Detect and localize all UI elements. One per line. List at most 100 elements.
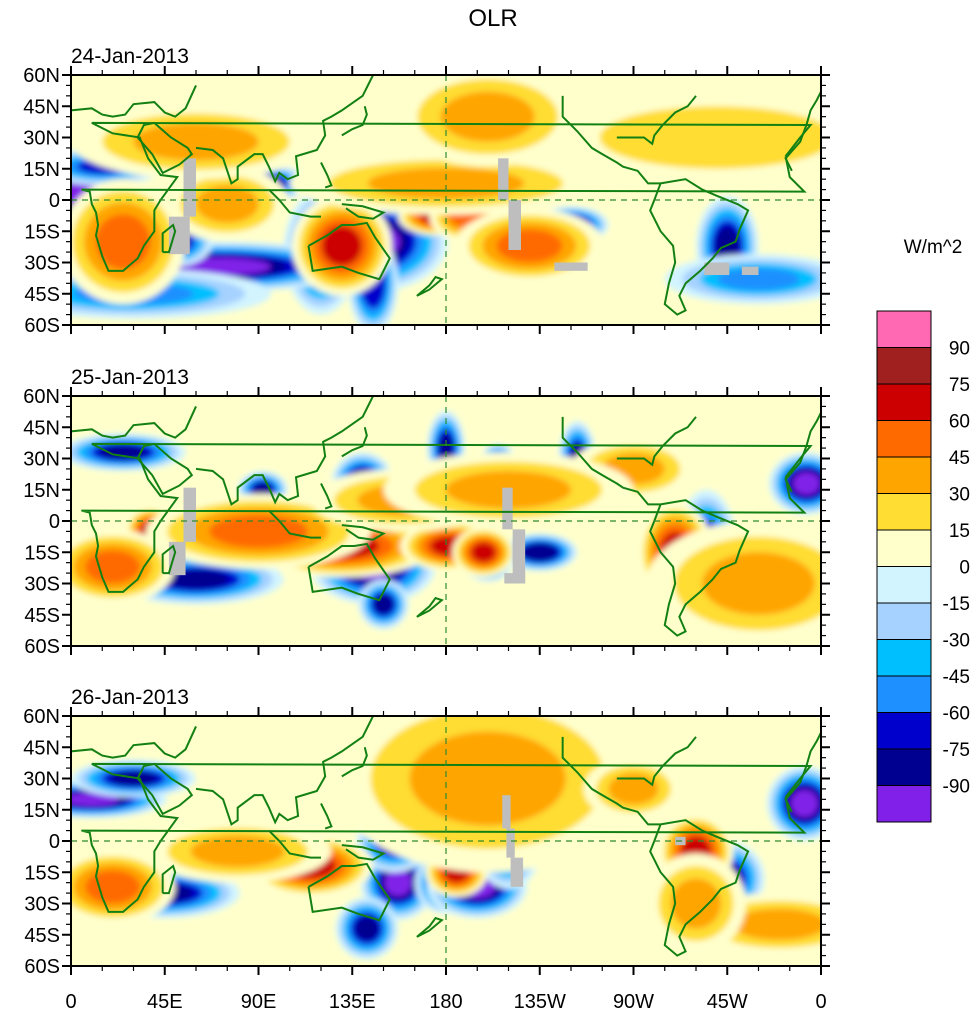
missing-data-region [498, 158, 509, 200]
colorbar-box [876, 785, 932, 823]
coastline [136, 442, 194, 496]
olr-anomaly-cell [438, 434, 454, 463]
y-tick-label: 45S [24, 284, 60, 306]
olr-anomaly-cell [85, 870, 141, 904]
coastline [161, 544, 177, 575]
coastline [195, 716, 374, 826]
panel-1-date-label: 24-Jan-2013 [71, 45, 189, 68]
colorbar-tick-label: 15 [949, 521, 970, 542]
missing-data-region [704, 262, 730, 275]
y-tick-label: 15S [24, 221, 60, 243]
y-tick-label: 45N [23, 737, 60, 759]
coastline [341, 747, 368, 778]
coastline [561, 416, 661, 506]
missing-data-region [504, 573, 526, 584]
y-tick-label: 15N [23, 159, 60, 181]
missing-data-region [741, 266, 759, 275]
coastline [195, 396, 374, 506]
missing-data-region [168, 216, 190, 255]
coastline [161, 864, 177, 895]
coastline [341, 427, 368, 458]
coastline [81, 762, 813, 913]
x-tick-label: 90E [241, 991, 277, 1013]
colorbar-box [876, 310, 932, 348]
y-tick-label: 60N [23, 706, 60, 728]
coastline [616, 736, 697, 787]
colorbar-boxes [876, 310, 932, 823]
coastline [71, 726, 197, 759]
olr-anomaly-cell [702, 552, 815, 615]
colorbar-tick-label: 60 [949, 412, 970, 433]
coastline [268, 509, 321, 539]
colorbar-box [876, 529, 932, 567]
colorbar: W/m^2 90 75 60 45 30 15 0 -15 -30 -45 -60 -75 -90 [876, 237, 970, 823]
colorbar-box [876, 675, 932, 713]
olr-anomaly-cell [599, 106, 821, 169]
panel-3-map [71, 716, 821, 966]
y-tick-label: 60S [24, 636, 60, 658]
missing-data-region [512, 529, 526, 584]
y-tick-label: 15N [23, 480, 60, 502]
x-axis-tick-labels: 0 45E 90E 135E 180 135W 90W 45W 0 [65, 991, 826, 1013]
panel-1-axes: 60N 45N 30N 15N 0 15S 30S 45S 60S [23, 65, 830, 337]
missing-data-region [183, 158, 196, 217]
coastline [784, 91, 821, 172]
colorbar-box [876, 566, 932, 604]
coastline [649, 499, 750, 637]
coastline [307, 221, 391, 281]
coastline [71, 406, 197, 439]
colorbar-box [876, 456, 932, 494]
y-tick-label: 30N [23, 128, 60, 150]
missing-data-region [183, 487, 196, 542]
y-tick-label: 0 [49, 190, 60, 212]
y-tick-label: 30S [24, 574, 60, 596]
olr-anomaly-cell [790, 790, 818, 817]
coastline [268, 188, 321, 218]
panel-2-map [71, 396, 821, 646]
colorbar-tick-label: -45 [943, 667, 970, 688]
y-tick-label: 60N [23, 65, 60, 87]
olr-anomaly-cell [321, 225, 362, 266]
x-tick-label: 0 [815, 991, 826, 1013]
coastline [81, 442, 813, 593]
colorbar-box [876, 748, 932, 786]
missing-data-region [502, 487, 513, 530]
olr-anomaly-cell [374, 594, 393, 614]
missing-data-region [168, 541, 186, 576]
coastline [341, 203, 386, 220]
coastline [307, 862, 391, 922]
colorbar-tick-label: -30 [943, 631, 970, 652]
colorbar-box [876, 347, 932, 385]
olr-anomaly-cell [99, 445, 147, 460]
panel-3-date-label: 26-Jan-2013 [71, 686, 189, 709]
coastline [320, 803, 333, 830]
coastline [136, 121, 194, 175]
coastline [71, 85, 197, 118]
y-tick-label: 60S [24, 956, 60, 978]
x-tick-label: 135E [329, 991, 376, 1013]
coastline [268, 829, 321, 859]
olr-anomaly-cell [671, 878, 721, 929]
olr-anomaly-cell [85, 550, 141, 584]
olr-anomaly-cell [526, 545, 554, 559]
colorbar-tick-label: 45 [949, 448, 970, 469]
y-tick-label: 15S [24, 862, 60, 884]
y-tick-label: 45N [23, 417, 60, 439]
coastline [161, 223, 177, 254]
colorbar-tick-label: 90 [949, 339, 970, 360]
panel-2-axes: 60N 45N 30N 15N 0 15S 30S 45S 60S [23, 386, 830, 658]
coastline [561, 95, 661, 185]
olr-anomaly-cell [717, 268, 800, 291]
colorbar-tick-label: -90 [943, 777, 970, 798]
olr-anomaly-cell [384, 869, 412, 897]
y-tick-label: 15S [24, 542, 60, 564]
y-tick-label: 30S [24, 253, 60, 275]
coastline [81, 121, 813, 272]
colorbar-tick-label: 0 [959, 558, 970, 579]
x-tick-label: 135W [514, 991, 566, 1013]
coastline [307, 542, 391, 602]
panel-3: 26-Jan-2013 60N 45N 30N 15N 0 15S 30S 45S 60S [23, 686, 830, 978]
coastline [341, 844, 386, 861]
coastline [341, 106, 368, 137]
